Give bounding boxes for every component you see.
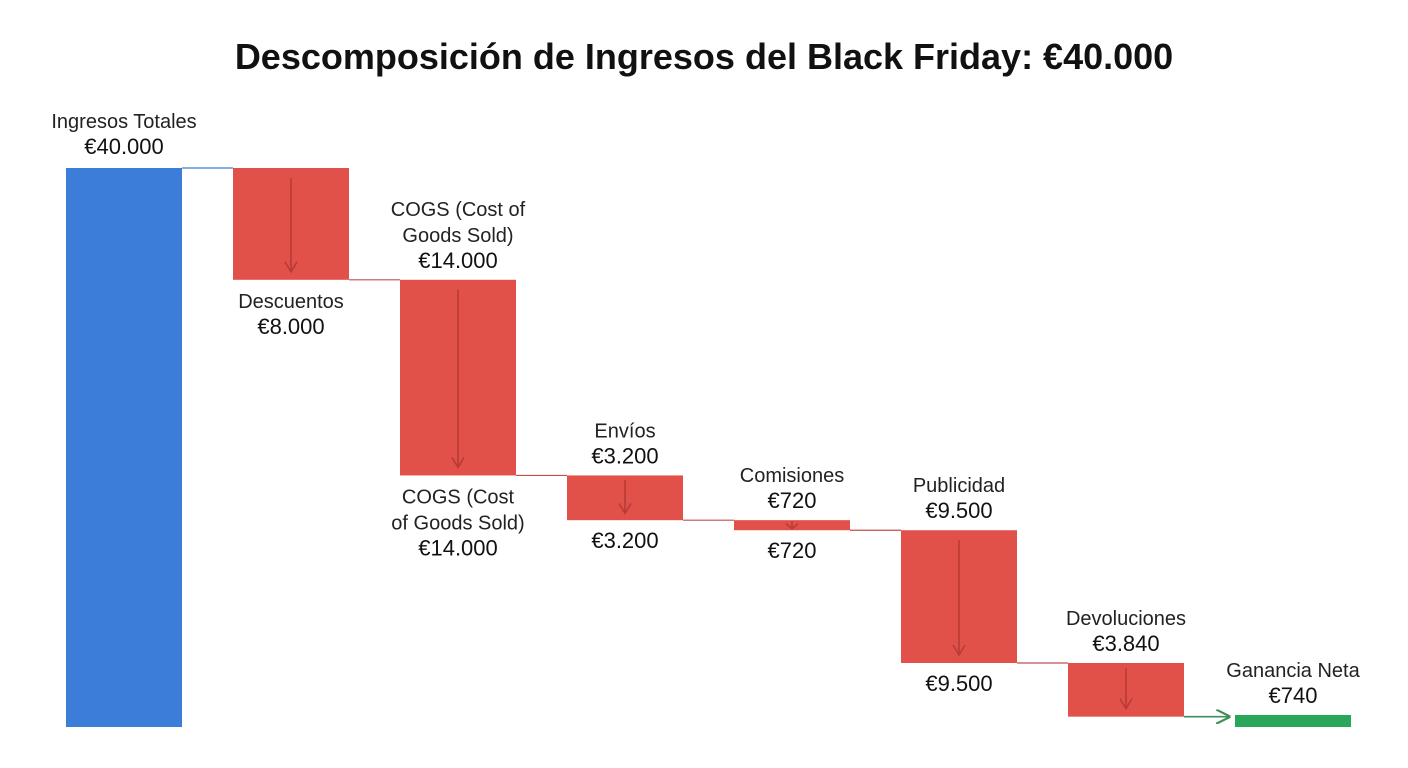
label-below-1-value-1: €8.000: [257, 314, 324, 339]
label-above-5-line-0: Publicidad: [913, 475, 1005, 497]
label-above-3-line-0: Envíos: [594, 420, 655, 442]
label-above-7-line-0: Ganancia Neta: [1226, 660, 1360, 682]
arrow-head-2: [451, 457, 465, 470]
label-below-1-line-0: Descuentos: [238, 291, 344, 313]
label-above-5-value-1: €9.500: [925, 498, 992, 523]
arrow-head-1: [284, 261, 298, 274]
label-below-2-line-0: COGS (Cost: [402, 486, 515, 508]
arrow-head-6: [1119, 698, 1133, 711]
label-below-5-value-0: €9.500: [925, 671, 992, 696]
label-above-4-line-0: Comisiones: [740, 465, 844, 487]
label-below-2-value-2: €14.000: [418, 535, 498, 560]
label-below-4-value-0: €720: [768, 538, 817, 563]
label-above-7-value-1: €740: [1269, 683, 1318, 708]
arrow-head-3: [618, 503, 632, 516]
label-below-2-line-1: of Goods Sold): [391, 512, 524, 534]
chart-title: Descomposición de Ingresos del Black Fri…: [234, 36, 1174, 77]
label-above-0-line-0: Ingresos Totales: [51, 111, 196, 133]
label-above-2-value-2: €14.000: [418, 248, 498, 273]
label-above-6-value-1: €3.840: [1092, 631, 1159, 656]
arrow-head-5: [952, 644, 966, 657]
label-above-0-value-1: €40.000: [84, 134, 164, 159]
arrow-head-4: [785, 523, 799, 530]
label-above-3-value-1: €3.200: [591, 443, 658, 468]
label-below-3-value-0: €3.200: [591, 528, 658, 553]
bar-result: [1235, 715, 1351, 727]
bar-total: [66, 168, 182, 727]
label-above-2-line-1: Goods Sold): [402, 225, 513, 247]
label-above-2-line-0: COGS (Cost of: [391, 199, 526, 221]
label-above-4-value-1: €720: [768, 488, 817, 513]
label-above-6-line-0: Devoluciones: [1066, 608, 1186, 630]
